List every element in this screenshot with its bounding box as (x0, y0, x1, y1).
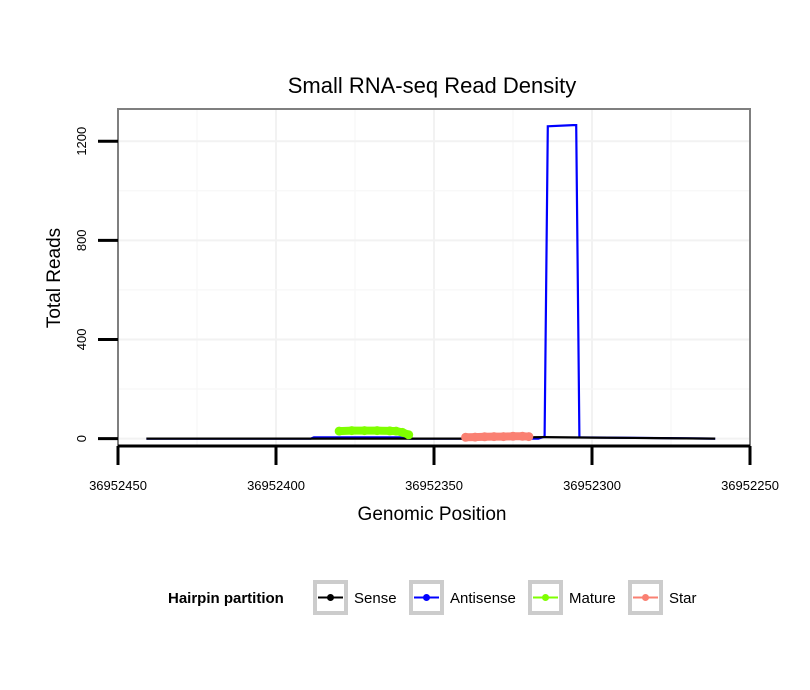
y-tick-label: 800 (74, 229, 89, 251)
legend-label-star: Star (669, 590, 697, 607)
x-tick-label: 36952400 (247, 478, 305, 493)
series-mature-point (347, 426, 357, 436)
legend-label-antisense: Antisense (450, 590, 516, 607)
y-axis-label: Total Reads (44, 228, 65, 328)
legend-title: Hairpin partition (168, 590, 284, 607)
x-axis-label: Genomic Position (358, 504, 507, 525)
series-star-point (508, 431, 518, 441)
series-mature-point (334, 426, 344, 436)
series-star-point (499, 432, 508, 442)
series-mature-point (385, 426, 395, 436)
x-tick-label: 36952250 (721, 478, 779, 493)
x-tick-label: 36952300 (563, 478, 621, 493)
series-star-point (480, 432, 490, 442)
series-layer (146, 123, 716, 442)
x-tick-label: 36952350 (405, 478, 463, 493)
legend: Hairpin partition Sense Antisense Mature St… (168, 580, 697, 615)
series-mature-point (372, 426, 382, 436)
legend-dot-mature (542, 594, 549, 601)
x-tick-label: 36952450 (89, 478, 147, 493)
series-star-point (470, 432, 480, 442)
legend-dot-antisense (423, 594, 430, 601)
series-star-point (489, 432, 499, 442)
y-tick-label: 0 (74, 435, 89, 442)
legend-label-mature: Mature (569, 590, 616, 607)
series-star-point (524, 432, 534, 442)
y-axis: 0 400 800 1200 (74, 127, 118, 442)
legend-dot-star (642, 594, 649, 601)
series-star-point (461, 432, 471, 442)
x-axis: 36952450 36952400 36952350 36952300 36952250 (89, 444, 779, 493)
series-mature-point (360, 426, 369, 436)
series-mature-point (404, 430, 414, 440)
chart-title: Small RNA-seq Read Density (288, 73, 577, 98)
legend-dot-sense (327, 594, 334, 601)
legend-label-sense: Sense (354, 590, 397, 607)
y-tick-label: 400 (74, 329, 89, 351)
y-tick-label: 1200 (74, 127, 89, 156)
